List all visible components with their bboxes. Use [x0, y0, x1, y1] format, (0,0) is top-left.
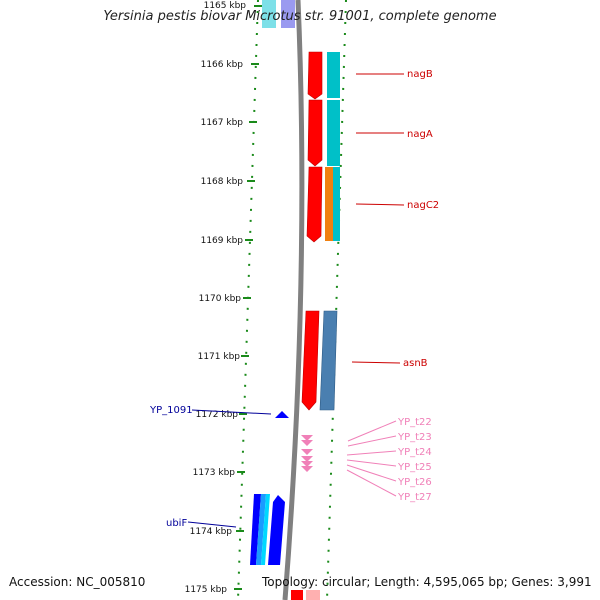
leader-nagC2 [355, 203, 405, 206]
leader-YP_t27 [346, 469, 397, 497]
ruler-label-1165: 1165 kbp [204, 1, 247, 11]
trna-cluster[interactable] [301, 435, 313, 472]
leader-ubiF [187, 521, 237, 528]
gene-labels: nagB nagA nagC2 asnB YP_1091 ubiF YP_t22… [149, 69, 439, 529]
label-nagB[interactable]: nagB [407, 69, 433, 80]
leader-asnB [351, 361, 401, 364]
ruler-label-1175: 1175 kbp [185, 585, 228, 595]
label-YP_t22[interactable]: YP_t22 [397, 417, 432, 428]
gene-asnB[interactable] [301, 310, 338, 411]
ruler-label-1172: 1172 kbp [196, 410, 239, 420]
label-YP_t25[interactable]: YP_t25 [397, 462, 432, 473]
accession-text: Accession: NC_005810 [9, 575, 146, 589]
left-dotted-track [237, 0, 259, 600]
ruler-label-1167: 1167 kbp [201, 118, 244, 128]
leader-YP_t22 [347, 420, 397, 442]
bottom-partial-genes [291, 590, 320, 600]
gene-nagA[interactable] [307, 99, 340, 167]
leader-YP_t25 [346, 459, 397, 467]
top-partial-genes [262, 0, 295, 28]
gene-top-lightblue[interactable] [281, 0, 295, 28]
ruler-label-1171: 1171 kbp [198, 352, 241, 362]
gene-bottom-pink[interactable] [306, 590, 320, 600]
label-YP_t23[interactable]: YP_t23 [397, 432, 432, 443]
label-YP_t26[interactable]: YP_t26 [397, 477, 432, 488]
leader-YP_t23 [347, 435, 397, 447]
ruler-label-1174: 1174 kbp [190, 527, 233, 537]
leader-YP_t26 [346, 464, 397, 482]
ruler-label-1169: 1169 kbp [201, 236, 244, 246]
gene-nagC2[interactable] [306, 166, 340, 243]
map-title: Yersinia pestis biovar Microtus str. 910… [103, 9, 497, 24]
label-asnB[interactable]: asnB [403, 358, 428, 369]
ruler: 1165 kbp 1166 kbp 1167 kbp 1168 kbp 1169… [185, 1, 262, 595]
ruler-label-1168: 1168 kbp [201, 177, 244, 187]
gene-YP_1091[interactable] [275, 411, 289, 418]
genome-backbone [282, 0, 305, 600]
leader-YP_t24 [346, 450, 397, 456]
leader-YP_1091 [191, 409, 272, 415]
gene-ubiF[interactable] [250, 494, 285, 565]
label-leaders [187, 73, 405, 528]
label-YP_t27[interactable]: YP_t27 [397, 492, 432, 503]
gene-bottom-red[interactable] [291, 590, 303, 600]
label-ubiF[interactable]: ubiF [166, 518, 187, 529]
right-dotted-track [326, 0, 347, 600]
label-YP_t24[interactable]: YP_t24 [397, 447, 432, 458]
gene-top-cyan[interactable] [262, 0, 276, 28]
ruler-label-1173: 1173 kbp [193, 468, 236, 478]
ruler-label-1170: 1170 kbp [199, 294, 242, 304]
ruler-label-1166: 1166 kbp [201, 60, 244, 70]
genome-summary-text: Topology: circular; Length: 4,595,065 bp… [262, 575, 592, 589]
gene-nagB[interactable] [307, 51, 340, 100]
label-nagC2[interactable]: nagC2 [407, 200, 439, 211]
label-nagA[interactable]: nagA [407, 129, 433, 140]
label-YP_1091[interactable]: YP_1091 [149, 405, 193, 416]
